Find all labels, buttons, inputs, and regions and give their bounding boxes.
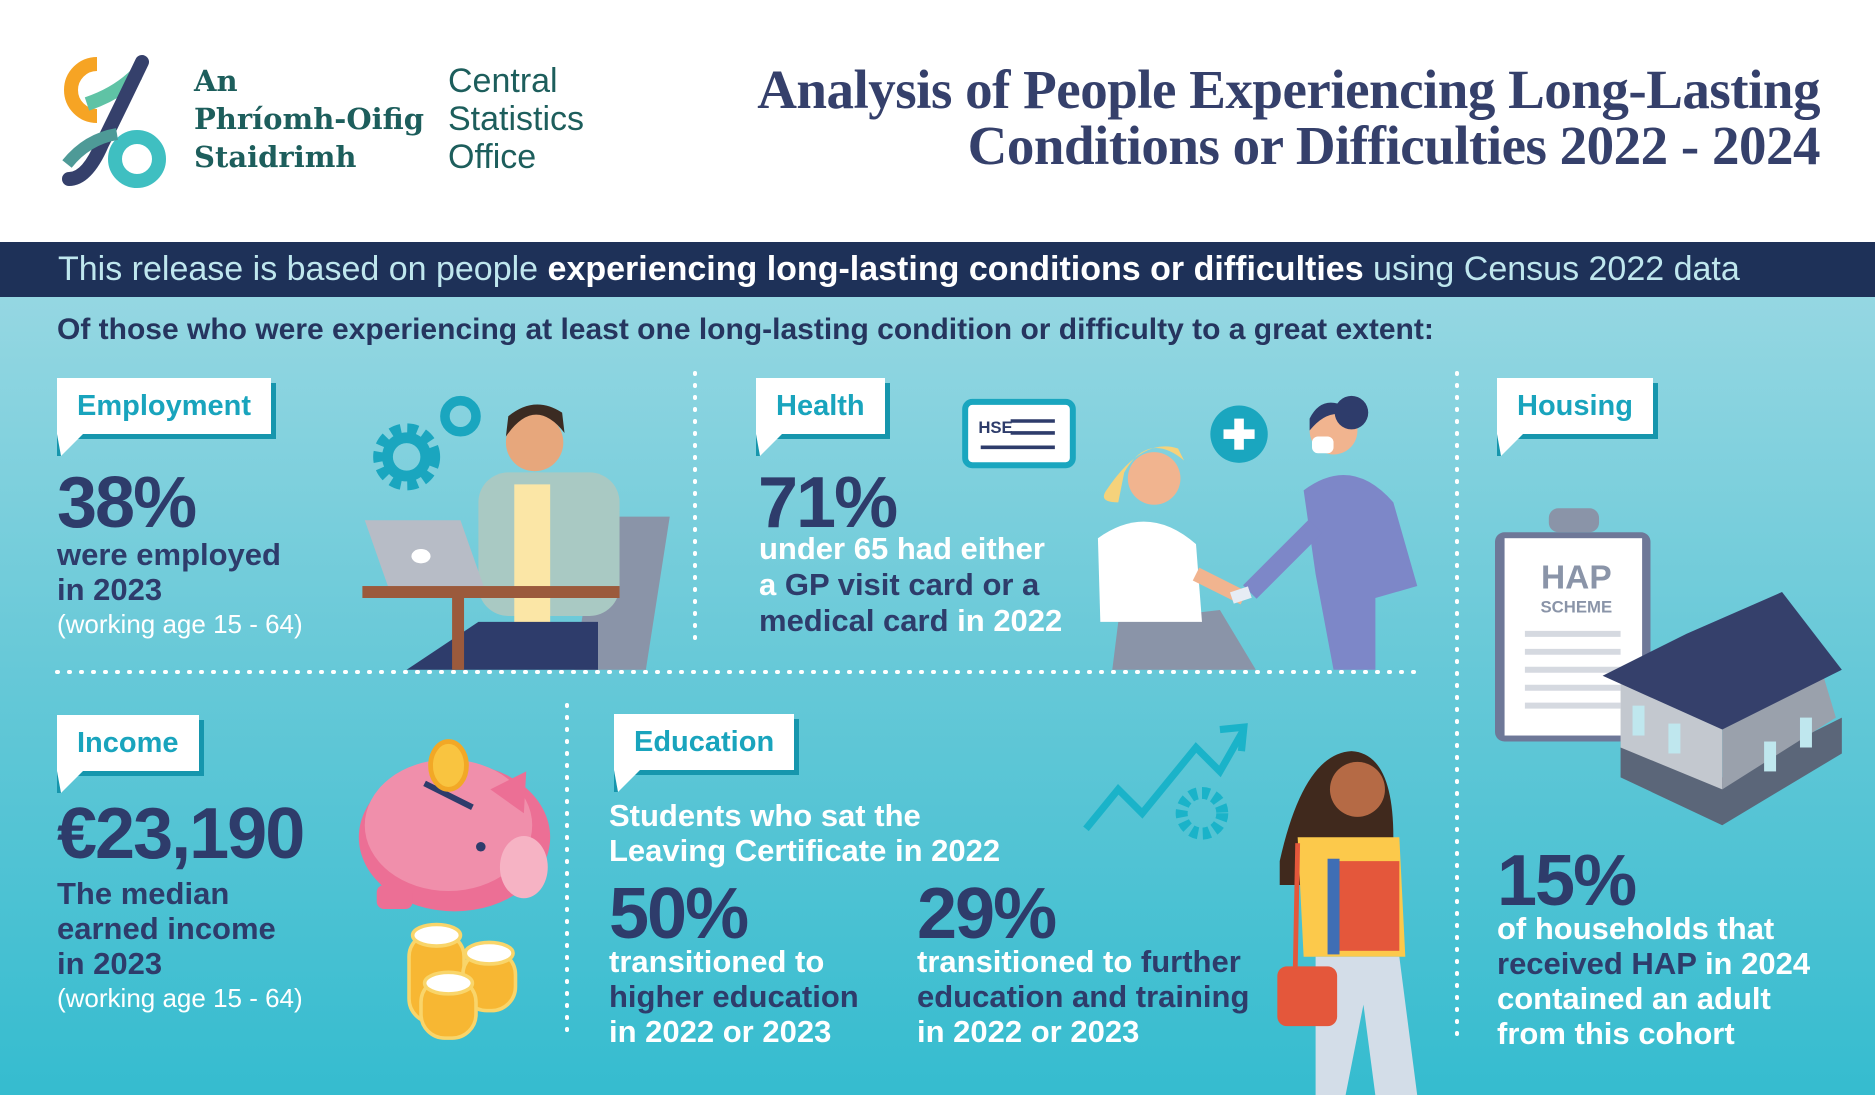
cso-logo-icon bbox=[62, 55, 166, 188]
lead-text: Of those who were experiencing at least … bbox=[57, 313, 1434, 346]
plus-icon bbox=[1210, 405, 1268, 463]
clipboard-title: HAP bbox=[1541, 559, 1612, 596]
education-higher-desc: transitioned to higher education in 2022 o… bbox=[609, 944, 859, 1049]
medical-card-icon: HSE bbox=[962, 398, 1076, 469]
health-desc: under 65 had either a GP visit card or a… bbox=[759, 531, 1063, 638]
education-further-stat: 29% bbox=[917, 874, 1057, 954]
logo-english-name: Central Statistics Office bbox=[448, 62, 585, 176]
card-logo-text: HSE bbox=[978, 418, 1012, 437]
growth-arrow-icon bbox=[1083, 723, 1248, 840]
tag-health: Health bbox=[756, 378, 885, 456]
tag-education: Education bbox=[614, 714, 795, 792]
education-intro: Students who sat the Leaving Certificate … bbox=[609, 798, 1001, 868]
tag-employment: Employment bbox=[57, 378, 272, 456]
housing-stat: 15% bbox=[1497, 841, 1637, 921]
income-desc: The median earned income in 2023 (working a… bbox=[57, 876, 303, 1013]
person-laptop-illustration bbox=[362, 404, 670, 670]
housing-desc: of households that received HAP in 2024 … bbox=[1497, 911, 1811, 1051]
education-higher-stat: 50% bbox=[609, 874, 749, 954]
release-banner: This release is based on people experien… bbox=[0, 242, 1875, 297]
logo-irish-name: An Phríomh-Oifig Staidrimh bbox=[194, 64, 424, 174]
employment-stat: 38% bbox=[57, 463, 197, 543]
coins-icon bbox=[407, 922, 518, 1040]
hap-clipboard-icon: HAP SCHEME bbox=[1495, 508, 1651, 742]
health-stat: 71% bbox=[758, 463, 898, 543]
student-illustration bbox=[1277, 751, 1418, 1095]
house-icon bbox=[1602, 592, 1842, 826]
tag-income: Income bbox=[57, 715, 199, 793]
tag-housing: Housing bbox=[1497, 378, 1653, 456]
header: An Phríomh-Oifig Staidrimh Central Statisti… bbox=[0, 0, 1875, 242]
clipboard-subtitle: SCHEME bbox=[1541, 597, 1613, 616]
gear-icon bbox=[373, 395, 481, 491]
dividers bbox=[55, 371, 1459, 1042]
income-stat: €23,190 bbox=[57, 794, 305, 874]
employment-desc: were employed in 2023 (working age 15 - 64… bbox=[57, 537, 303, 639]
education-further-desc: transitioned to further education and tr… bbox=[917, 944, 1250, 1049]
piggy-bank-icon bbox=[358, 739, 551, 912]
nurse-patient-illustration bbox=[1097, 395, 1418, 670]
page-title: Analysis of People Experiencing Long-Las… bbox=[757, 59, 1820, 176]
